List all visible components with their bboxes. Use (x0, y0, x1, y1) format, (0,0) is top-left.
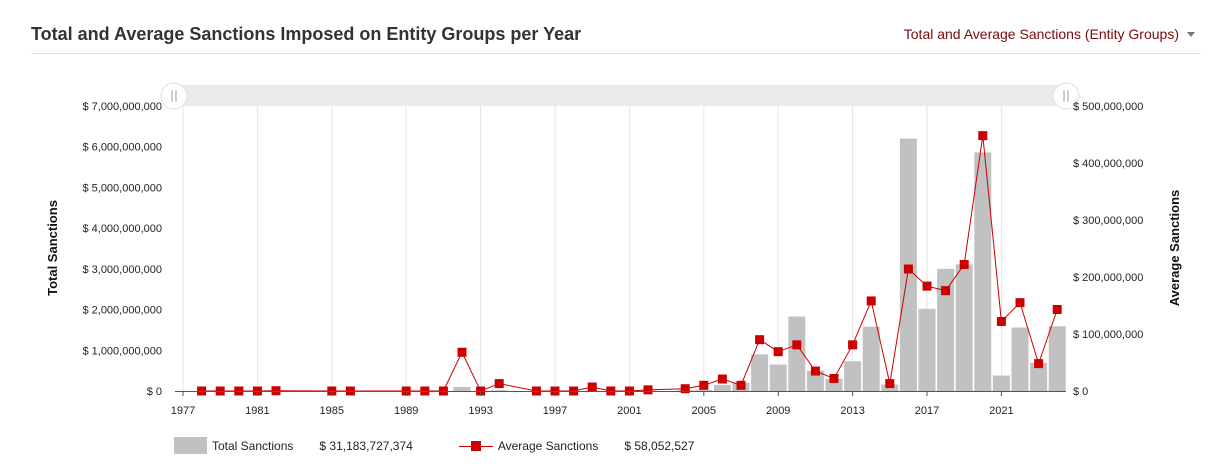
chevron-down-icon (1187, 31, 1195, 37)
bar[interactable] (713, 384, 731, 391)
x-tick-label: 2017 (915, 405, 939, 417)
bar[interactable] (695, 389, 713, 391)
y-tick-label: $ 7,000,000,000 (82, 101, 162, 113)
line-point[interactable] (643, 385, 653, 395)
y2-tick-label: $ 300,000,000 (1073, 215, 1143, 227)
y2-tick-label: $ 0 (1073, 386, 1088, 398)
legend-line-swatch (458, 440, 493, 451)
line-point[interactable] (903, 264, 913, 274)
y-axis-title: Total Sanctions (45, 200, 60, 296)
page-title: Total and Average Sanctions Imposed on E… (31, 24, 582, 44)
line-point[interactable] (773, 347, 783, 357)
legend-average-value: $ 58,052,527 (624, 438, 695, 453)
axis-layer: 1977 1981 1985 1989 1993 1997 2001 2005 2009 2013… (82, 101, 1143, 417)
line-point[interactable] (755, 335, 765, 345)
range-navigator (160, 82, 1080, 110)
line-point[interactable] (866, 296, 876, 306)
bar-series (267, 138, 1066, 392)
y2-tick-label: $ 200,000,000 (1073, 272, 1143, 284)
x-tick-label: 1993 (468, 405, 492, 417)
y-tick-label: $ 2,000,000,000 (82, 305, 162, 317)
line-point[interactable] (848, 340, 858, 350)
bar[interactable] (490, 390, 508, 392)
legend-total-label: Total Sanctions (212, 438, 294, 453)
x-tick-label: 1989 (394, 405, 418, 417)
x-tick-label: 1981 (245, 405, 269, 417)
y2-tick-label: $ 100,000,000 (1073, 329, 1143, 341)
line-point[interactable] (922, 281, 932, 291)
legend-item-total[interactable]: Total Sanctions $ 31,183,727,374 (174, 437, 413, 454)
line-point[interactable] (494, 379, 504, 389)
title-divider (31, 53, 1201, 54)
line-point[interactable] (717, 374, 727, 384)
y-tick-label: $ 1,000,000,000 (82, 345, 162, 357)
x-tick-label: 1977 (171, 405, 195, 417)
bar[interactable] (844, 361, 862, 391)
bar[interactable] (1011, 327, 1029, 391)
bar[interactable] (1048, 326, 1066, 391)
line-point[interactable] (996, 316, 1006, 326)
bar[interactable] (918, 308, 936, 391)
bar[interactable] (1030, 362, 1048, 391)
bar[interactable] (751, 354, 769, 391)
line-point[interactable] (457, 347, 467, 357)
chart-view-dropdown-label: Total and Average Sanctions (Entity Grou… (903, 26, 1179, 42)
x-tick-label: 2013 (840, 405, 864, 417)
bar[interactable] (955, 264, 973, 391)
bar[interactable] (937, 268, 955, 391)
legend-item-average[interactable]: Average Sanctions $ 58,052,527 (458, 438, 695, 453)
line-point[interactable] (699, 380, 709, 390)
line-point[interactable] (792, 340, 802, 350)
bar[interactable] (974, 152, 992, 391)
line-point[interactable] (941, 286, 951, 296)
line-point[interactable] (810, 366, 820, 376)
y-tick-label: $ 0 (147, 386, 162, 398)
y-tick-label: $ 6,000,000,000 (82, 142, 162, 154)
line-point[interactable] (1015, 298, 1025, 308)
line-point[interactable] (271, 386, 281, 396)
navigator-track[interactable] (174, 85, 1066, 106)
y-tick-label: $ 3,000,000,000 (82, 264, 162, 276)
legend-total-value: $ 31,183,727,374 (319, 438, 413, 453)
bar[interactable] (992, 375, 1010, 391)
navigator-left-handle[interactable] (160, 82, 188, 110)
bar[interactable] (769, 364, 787, 391)
navigator-right-handle[interactable] (1052, 82, 1080, 110)
line-point[interactable] (885, 379, 895, 389)
bar[interactable] (788, 316, 806, 391)
legend-bar-swatch (174, 437, 207, 454)
x-tick-label: 2009 (766, 405, 790, 417)
line-point[interactable] (587, 382, 597, 392)
x-tick-label: 1985 (320, 405, 344, 417)
x-tick-label: 2021 (989, 405, 1013, 417)
bar[interactable] (862, 326, 880, 391)
y2-axis-title: Average Sanctions (1167, 190, 1182, 307)
y2-tick-label: $ 500,000,000 (1073, 101, 1143, 113)
line-point[interactable] (829, 373, 839, 383)
chart-view-dropdown[interactable]: Total and Average Sanctions (Entity Grou… (904, 26, 1195, 42)
bar[interactable] (453, 386, 471, 391)
line-point[interactable] (736, 380, 746, 390)
x-tick-label: 2001 (617, 405, 641, 417)
y-tick-label: $ 4,000,000,000 (82, 223, 162, 235)
legend-average-label: Average Sanctions (497, 438, 599, 453)
line-point[interactable] (1052, 304, 1062, 314)
y-tick-label: $ 5,000,000,000 (82, 182, 162, 194)
chart-legend: Total Sanctions $ 31,183,727,374 Average… (174, 437, 740, 454)
x-tick-label: 2005 (692, 405, 716, 417)
line-point[interactable] (680, 384, 690, 394)
bar[interactable] (806, 370, 824, 391)
line-point[interactable] (1034, 359, 1044, 369)
x-tick-label: 1997 (543, 405, 567, 417)
line-point[interactable] (959, 259, 969, 269)
y2-tick-label: $ 400,000,000 (1073, 158, 1143, 170)
line-point[interactable] (978, 131, 988, 141)
